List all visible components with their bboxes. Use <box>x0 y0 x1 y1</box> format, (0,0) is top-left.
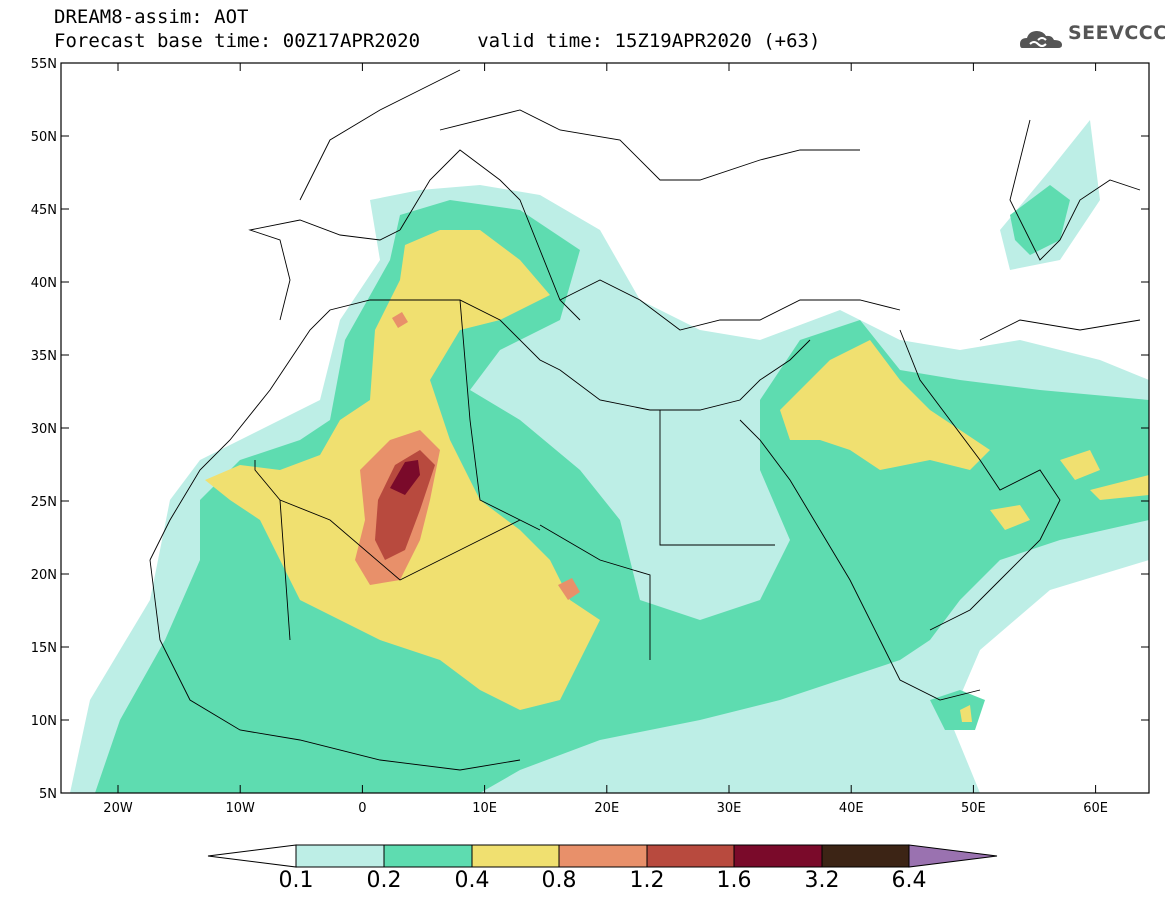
lat-tick-label: 30N <box>31 422 57 437</box>
colorbar-swatch-6 <box>733 844 823 868</box>
lat-tick-label: 25N <box>31 495 57 510</box>
colorbar-label: 0.4 <box>454 868 490 893</box>
lon-tick-label: 30E <box>717 801 742 816</box>
colorbar-label: 6.4 <box>891 868 927 893</box>
colorbar-label: 0.1 <box>278 868 314 893</box>
lat-tick-label: 10N <box>31 714 57 729</box>
lat-tick-label: 45N <box>31 203 57 218</box>
colorbar-label: 1.6 <box>716 868 752 893</box>
lon-tick-label: 10E <box>472 801 497 816</box>
longitude-axis: 20W 10W 0 10E 20E 30E 40E 50E 60E <box>103 63 1108 816</box>
cloud-logo-icon <box>1020 31 1062 48</box>
colorbar-swatch-4 <box>558 844 648 868</box>
colorbar-high-arrow <box>908 844 998 868</box>
lon-tick-label: 0 <box>358 801 366 816</box>
aot-contour-field <box>61 63 1149 793</box>
forecast-time-subtitle: Forecast base time: 00Z17APR2020 valid t… <box>54 30 821 52</box>
lon-tick-label: 20E <box>594 801 619 816</box>
lat-tick-label: 35N <box>31 349 57 364</box>
colorbar-label: 0.2 <box>366 868 402 893</box>
lat-tick-label: 5N <box>39 787 57 802</box>
colorbar-low-arrow <box>207 844 297 868</box>
colorbar-swatch-2 <box>383 844 473 868</box>
colorbar-label: 1.2 <box>629 868 665 893</box>
lon-tick-label: 10W <box>225 801 255 816</box>
colorbar <box>207 844 998 868</box>
lon-tick-label: 40E <box>839 801 864 816</box>
colorbar-swatch-7 <box>821 844 910 868</box>
lon-tick-label: 60E <box>1083 801 1108 816</box>
logo-text: SEEVCCC <box>1068 22 1165 44</box>
lat-tick-label: 20N <box>31 568 57 583</box>
lat-tick-label: 55N <box>31 57 57 72</box>
chart-title: DREAM8-assim: AOT <box>54 6 249 28</box>
lat-tick-label: 15N <box>31 641 57 656</box>
lat-tick-label: 40N <box>31 276 57 291</box>
colorbar-label: 3.2 <box>804 868 840 893</box>
lat-tick-label: 50N <box>31 130 57 145</box>
lon-tick-label: 20W <box>103 801 133 816</box>
colorbar-swatch-3 <box>471 844 560 868</box>
colorbar-swatch-1 <box>295 844 385 868</box>
colorbar-label: 0.8 <box>541 868 577 893</box>
lon-tick-label: 50E <box>961 801 986 816</box>
colorbar-swatch-5 <box>646 844 735 868</box>
latitude-axis: 55N 50N 45N 40N 35N 30N 25N 20N 15N 10N 5N <box>31 57 1149 802</box>
